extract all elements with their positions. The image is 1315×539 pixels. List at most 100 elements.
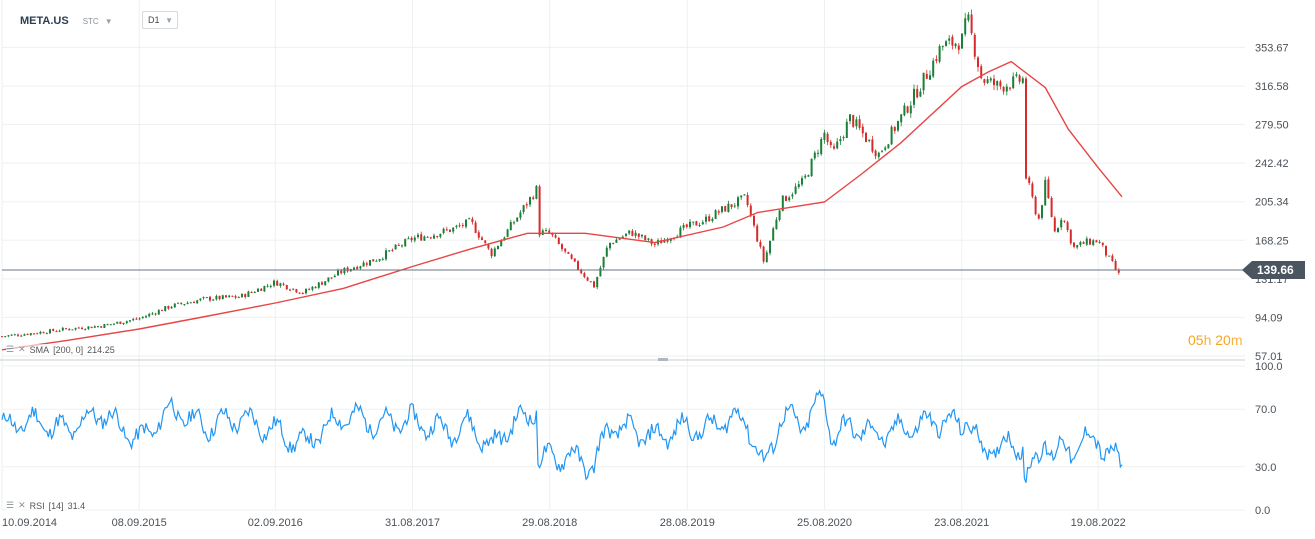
- timeframe-select[interactable]: D1 ▼: [142, 11, 178, 29]
- rsi-legend[interactable]: ☰ ✕ RSI [14] 31.4: [6, 500, 86, 511]
- candle-body: [1082, 242, 1085, 244]
- candle-body: [333, 275, 336, 278]
- candle-body: [77, 327, 80, 329]
- candle-body: [260, 288, 263, 291]
- time-axis: 10.09.2014 08.09.2015 02.09.2016 31.08.2017…: [2, 517, 1126, 529]
- candle-body: [516, 217, 519, 222]
- candle-body: [599, 267, 602, 277]
- candle-body: [941, 45, 944, 47]
- symbol-name[interactable]: META.US: [20, 15, 69, 27]
- candle-body: [193, 302, 195, 304]
- candle-body: [122, 322, 125, 325]
- candle-body: [573, 258, 576, 262]
- candle-body: [167, 305, 170, 309]
- candle-body: [378, 259, 381, 261]
- candle-body: [922, 72, 925, 91]
- time-tick-label: 19.08.2022: [1071, 517, 1126, 529]
- candle-body: [289, 289, 291, 291]
- rsi-legend-params: [14]: [48, 500, 64, 511]
- candle-body: [564, 248, 567, 252]
- candle-body: [855, 119, 858, 127]
- candle-body: [314, 286, 317, 289]
- candle-body: [23, 334, 26, 336]
- candle-body: [829, 141, 832, 146]
- menu-icon[interactable]: ☰: [6, 500, 15, 510]
- candle-body: [887, 144, 890, 149]
- price-axis: 57.0194.09131.17168.25205.34242.42279.50…: [1255, 42, 1289, 363]
- candle-body: [1111, 255, 1114, 262]
- candle-body: [39, 331, 42, 334]
- candle-body: [602, 256, 605, 268]
- candle-body: [1076, 245, 1079, 248]
- candle-body: [100, 326, 103, 328]
- close-icon[interactable]: ✕: [18, 344, 26, 354]
- candle-body: [295, 289, 298, 293]
- candle-body: [730, 204, 733, 207]
- close-icon[interactable]: ✕: [18, 500, 26, 510]
- candle-body: [817, 152, 819, 154]
- candle-body: [52, 329, 55, 331]
- time-tick-label: 23.08.2021: [934, 517, 989, 529]
- candle-body: [455, 225, 458, 227]
- countdown-hours-unit: h: [1203, 332, 1212, 348]
- candle-body: [119, 321, 122, 324]
- candle-body: [801, 178, 803, 185]
- candle-body: [65, 328, 67, 330]
- candle-body: [791, 194, 794, 197]
- candle-body: [58, 330, 61, 332]
- candle-body: [81, 327, 83, 330]
- candle-body: [116, 321, 119, 324]
- candle-body: [343, 267, 346, 274]
- candle-body: [605, 247, 608, 257]
- candle-body: [71, 329, 74, 331]
- candle-body: [557, 237, 560, 245]
- candle-body: [788, 197, 791, 201]
- candle-body: [369, 260, 371, 266]
- candle-body: [420, 234, 423, 241]
- candle-body: [996, 81, 999, 86]
- candle-body: [538, 186, 541, 236]
- candle-body: [529, 197, 531, 205]
- candle-body: [189, 302, 192, 304]
- chart-type-selector[interactable]: STC: [82, 16, 99, 26]
- candle-body: [49, 329, 51, 334]
- candle-body: [362, 262, 365, 267]
- candle-body: [689, 221, 691, 228]
- price-tick-label: 316.58: [1255, 81, 1289, 93]
- candle-body: [401, 245, 403, 247]
- candle-body: [180, 302, 183, 304]
- menu-icon[interactable]: ☰: [6, 344, 15, 354]
- candle-body: [20, 335, 23, 337]
- chart-type-caret-icon[interactable]: ▼: [104, 16, 113, 26]
- candle-body: [209, 296, 211, 301]
- rsi-tick-label: 30.0: [1255, 462, 1276, 474]
- candle-body: [804, 175, 807, 178]
- candle-body: [861, 126, 864, 134]
- candle-body: [903, 105, 906, 116]
- candle-body: [183, 304, 186, 306]
- pane-resize-handle[interactable]: [658, 358, 668, 361]
- candle-body: [26, 333, 29, 335]
- candle-body: [1079, 242, 1082, 245]
- sma-legend[interactable]: ☰ ✕ SMA [200, 0] 214.25: [6, 344, 115, 355]
- price-tick-label: 94.09: [1255, 312, 1283, 324]
- candle-body: [714, 210, 717, 219]
- candle-body: [487, 243, 490, 249]
- candle-body: [263, 285, 266, 292]
- candle-body: [881, 150, 883, 152]
- candle-body: [503, 237, 506, 240]
- candle-body: [10, 334, 13, 336]
- price-tick-label: 353.67: [1255, 42, 1289, 54]
- candle-body: [279, 283, 282, 286]
- candle-body: [951, 36, 954, 46]
- candle-body: [61, 327, 64, 331]
- candle-body: [852, 115, 855, 127]
- candle-body: [634, 232, 637, 236]
- candle-body: [170, 306, 173, 309]
- candle-body: [461, 224, 464, 226]
- candle-body: [1044, 179, 1047, 206]
- candle-body: [413, 237, 416, 241]
- candle-body: [250, 291, 253, 293]
- candle-body: [436, 236, 439, 238]
